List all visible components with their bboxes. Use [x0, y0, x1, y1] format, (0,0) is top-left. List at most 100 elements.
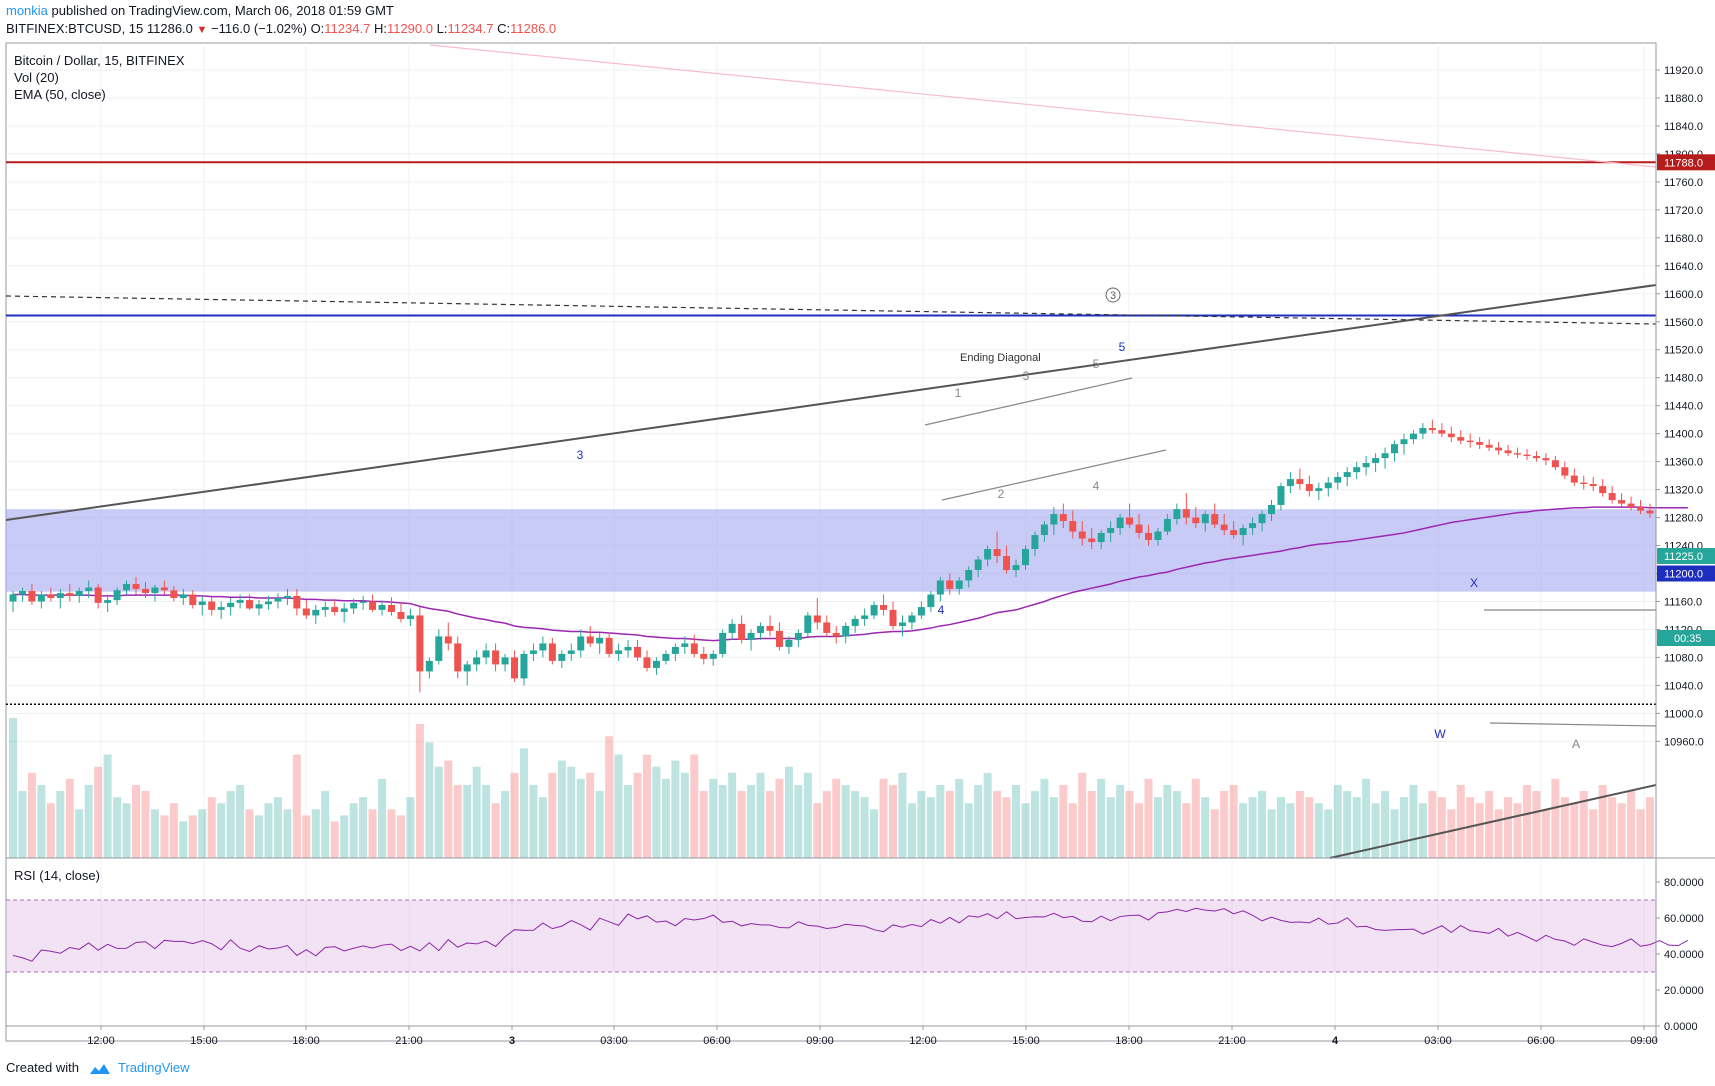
- candle-body: [1381, 453, 1389, 459]
- volume-bar: [595, 791, 604, 858]
- candle-body: [1495, 447, 1503, 451]
- candle-body: [747, 632, 755, 640]
- volume-bar: [1541, 809, 1550, 858]
- candle-body: [993, 549, 1001, 557]
- volume-bar: [737, 791, 746, 858]
- volume-bar: [538, 797, 547, 858]
- volume-bar: [160, 815, 169, 858]
- candle-body: [37, 594, 45, 602]
- candle-body: [369, 601, 377, 610]
- candle-body: [1182, 509, 1190, 518]
- volume-bar: [1106, 797, 1115, 858]
- volume-bar: [1560, 797, 1569, 858]
- candle-body: [709, 653, 717, 659]
- wave-label: Ending Diagonal: [960, 352, 1041, 364]
- volume-bar: [1078, 772, 1087, 858]
- volume-bar: [841, 784, 850, 858]
- volume-bar: [614, 754, 623, 858]
- candle-body: [1040, 524, 1048, 536]
- volume-bar: [1068, 803, 1077, 858]
- candle-body: [1249, 523, 1257, 529]
- candle-body: [387, 604, 395, 612]
- candle-body: [1286, 479, 1294, 487]
- volume-bar: [9, 718, 17, 858]
- candle-body: [359, 601, 367, 603]
- volume-bar: [1381, 791, 1390, 858]
- candle-body: [406, 615, 414, 619]
- volume-bar: [27, 772, 36, 858]
- publish-line: monkia published on TradingView.com, Mar…: [6, 3, 394, 18]
- candle-body: [340, 608, 348, 612]
- wave-label: 3: [577, 448, 584, 462]
- candle-body: [1561, 467, 1569, 476]
- circled-wave-label: 3: [1110, 290, 1116, 302]
- candle-body: [1277, 486, 1285, 505]
- candle-body: [85, 587, 93, 591]
- candle-body: [66, 593, 74, 596]
- candle-body: [775, 630, 783, 647]
- volume-bar: [434, 766, 443, 858]
- volume-bar: [150, 809, 159, 858]
- volume-bar: [501, 791, 510, 858]
- volume-bar: [1485, 791, 1494, 858]
- candle-body: [28, 590, 36, 602]
- volume-bar: [964, 803, 973, 858]
- price-tick-label: 11360.0: [1664, 457, 1703, 469]
- price-label-text: 11788.0: [1664, 157, 1703, 169]
- volume-bar: [974, 784, 983, 858]
- candle-body: [1362, 463, 1370, 468]
- candle-body: [1466, 440, 1474, 443]
- rsi-legend: RSI (14, close): [14, 868, 100, 883]
- candle-body: [908, 615, 916, 623]
- candle-body: [217, 607, 225, 610]
- trend-lines: [5, 44, 1657, 859]
- candle-body: [1088, 538, 1096, 543]
- candle-body: [955, 580, 963, 589]
- volume-bar: [349, 803, 358, 858]
- candle-body: [681, 643, 689, 647]
- volume-bar: [775, 778, 784, 858]
- volume-bar: [46, 803, 55, 858]
- candle-body: [208, 601, 216, 610]
- volume-bar: [472, 766, 481, 858]
- candle-body: [1646, 510, 1654, 514]
- candle-body: [1154, 531, 1162, 540]
- volume-bar: [548, 772, 557, 858]
- candle-body: [1021, 549, 1029, 566]
- volume-bar: [141, 791, 150, 858]
- price-tick-label: 11520.0: [1664, 345, 1703, 357]
- candle-body: [141, 588, 149, 594]
- support-zone: [6, 509, 1656, 592]
- volume-bar: [605, 736, 614, 858]
- author-name[interactable]: monkia: [6, 3, 48, 18]
- price-tick-label: 11040.0: [1664, 680, 1703, 692]
- candle-body: [1409, 433, 1417, 440]
- time-tick-label: 18:00: [1115, 1035, 1143, 1047]
- candle-body: [615, 650, 623, 654]
- candle-body: [350, 602, 358, 609]
- price-tick-label: 11560.0: [1664, 317, 1703, 329]
- wave-label: 5: [1119, 340, 1126, 354]
- volume-bar: [1409, 784, 1418, 858]
- volume-bar: [983, 772, 992, 858]
- rsi-tick-label: 60.0000: [1664, 913, 1704, 925]
- rsi-tick-label: 0.0000: [1664, 1021, 1698, 1033]
- tradingview-link[interactable]: TradingView: [118, 1060, 190, 1075]
- candle-body: [274, 597, 282, 602]
- support-zone-rect: [6, 509, 1656, 592]
- tradingview-logo-icon[interactable]: [89, 1062, 111, 1076]
- volume-bar: [1522, 784, 1531, 858]
- candle-body: [1173, 509, 1181, 519]
- candle-body: [1570, 475, 1578, 483]
- volume-bar: [1343, 791, 1352, 858]
- candle-body: [539, 643, 547, 651]
- volume-bar: [926, 797, 935, 858]
- volume-bar: [870, 809, 879, 858]
- lower-channel: [1489, 722, 1657, 727]
- candle-body: [567, 650, 575, 654]
- candle-body: [728, 623, 736, 633]
- volume-bar: [642, 754, 651, 858]
- wave-label: 4: [938, 603, 945, 617]
- candle-body: [861, 615, 869, 619]
